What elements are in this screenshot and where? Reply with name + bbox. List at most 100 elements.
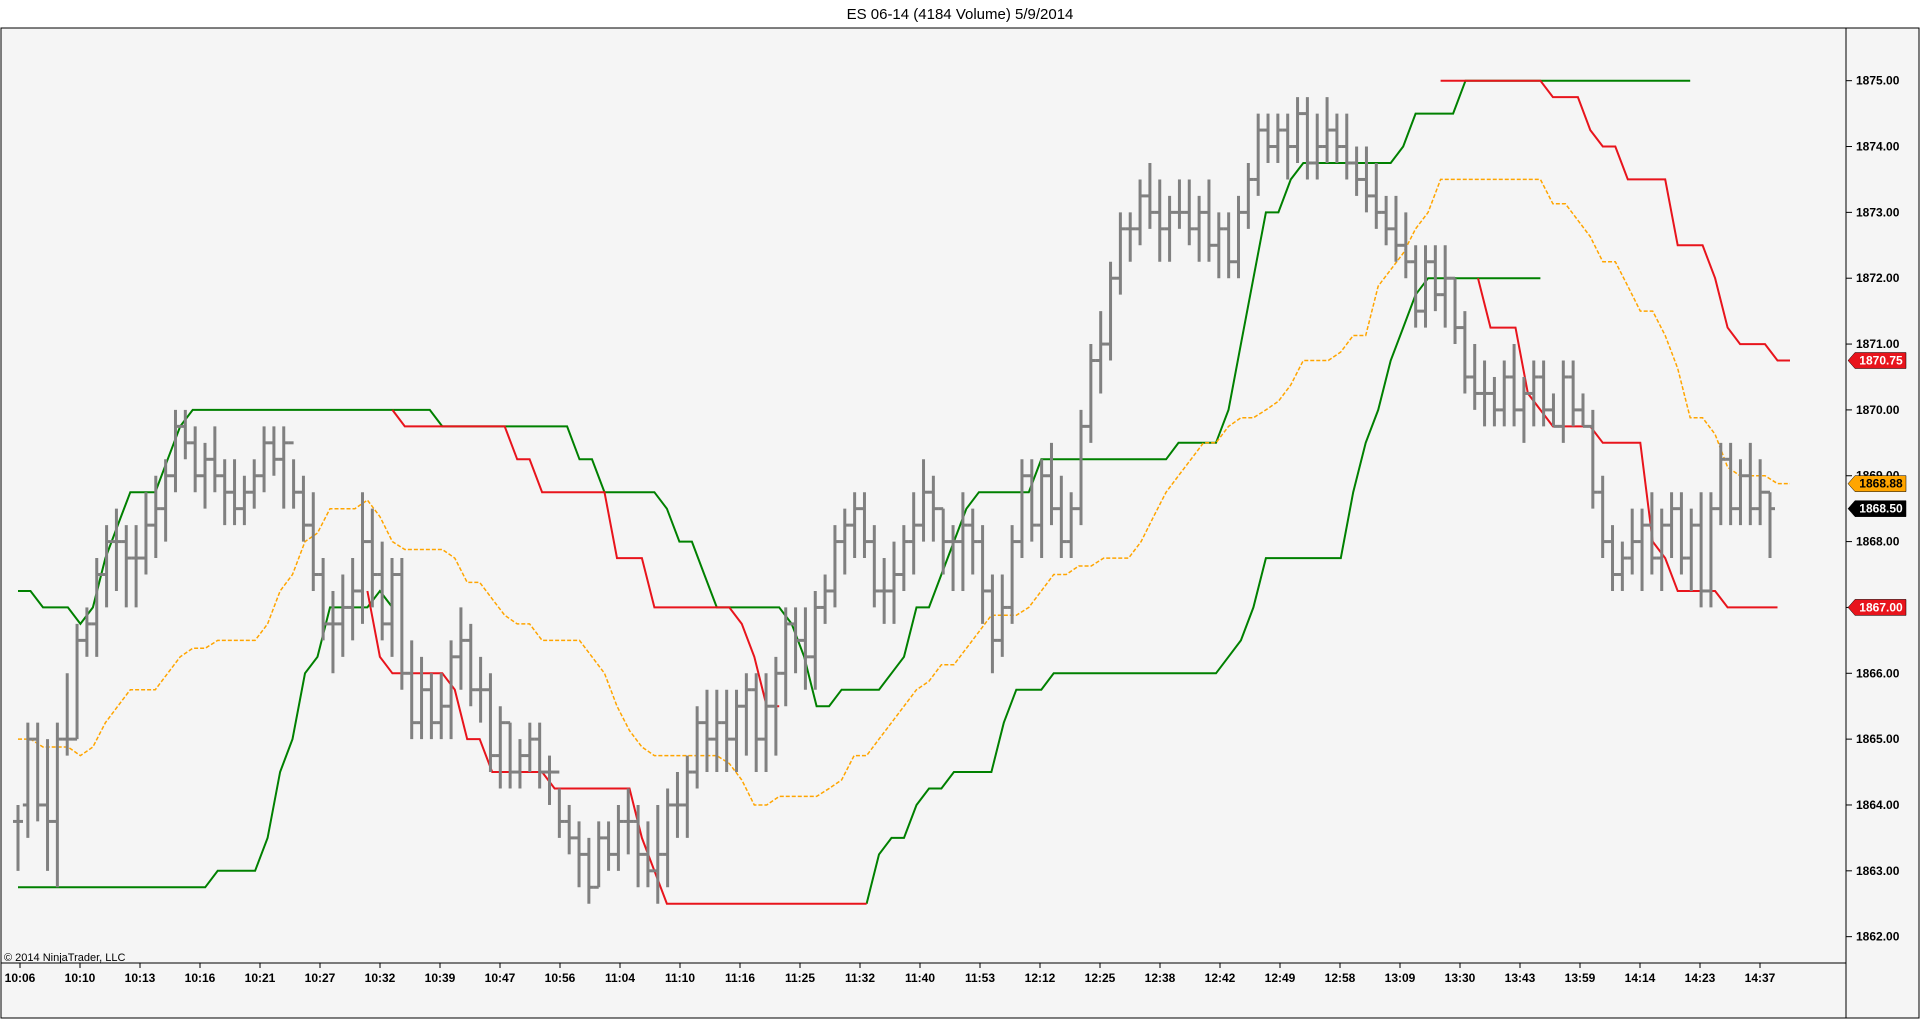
ohlc-bar [72, 623, 83, 741]
ohlc-bar [1666, 492, 1677, 559]
y-axis-area [1845, 27, 1920, 1019]
ohlc-bar [367, 508, 378, 608]
ohlc-bar [741, 673, 752, 756]
ohlc-bar [1263, 113, 1274, 163]
ohlc-bar [1223, 212, 1234, 279]
ohlc-bar [1312, 113, 1323, 180]
ohlc-bar [62, 673, 73, 756]
upper-line [18, 79, 1691, 708]
ohlc-bar [1036, 459, 1047, 559]
ohlc-bar [1272, 113, 1283, 163]
ohlc-bar [446, 640, 457, 740]
ohlc-bar [574, 821, 585, 888]
ohlc-bar [1194, 195, 1205, 262]
ohlc-bar [672, 772, 683, 838]
ohlc-bar [406, 640, 417, 740]
ohlc-bar [1528, 360, 1539, 427]
ohlc-bar [190, 426, 201, 493]
ohlc-bar [652, 804, 663, 904]
y-tick-label: 1864.00 [1856, 798, 1900, 812]
ohlc-bar [1095, 311, 1106, 394]
ohlc-bar [544, 755, 555, 805]
badge-shape [1847, 500, 1907, 517]
ohlc-bar [259, 426, 270, 493]
ohlc-bar [1755, 459, 1766, 526]
ohlc-bar [1056, 475, 1067, 559]
ohlc-bar [898, 525, 909, 591]
ohlc-bar [1587, 409, 1598, 509]
upper2-line [18, 589, 394, 889]
y-tick-label: 1863.00 [1856, 864, 1900, 878]
ohlc-bar [583, 837, 594, 904]
ohlc-bar [229, 459, 240, 526]
ohlc-bar [1253, 113, 1264, 196]
ohlc-bar [396, 558, 407, 690]
ohlc-bar [81, 607, 92, 657]
ohlc-bar [1282, 113, 1293, 180]
ohlc-bar [327, 590, 338, 674]
x-tick-label: 11:25 [785, 971, 815, 985]
x-tick-label: 10:10 [65, 971, 96, 985]
ohlc-bar [1410, 245, 1421, 328]
ohlc-bar [1046, 442, 1057, 526]
ohlc-bar [1568, 360, 1579, 427]
upper3-line [865, 277, 1541, 904]
x-tick-label: 12:38 [1145, 971, 1176, 985]
ohlc-bar [1450, 276, 1461, 345]
badge-shape [1847, 352, 1907, 369]
ohlc-bar [180, 409, 191, 460]
badge-label: 1868.88 [1859, 477, 1903, 491]
ohlc-bar [780, 607, 791, 707]
ohlc-bar [633, 804, 644, 888]
x-tick-label: 13:43 [1505, 971, 1536, 985]
ohlc-bar [1548, 393, 1559, 428]
ohlc-bar [1735, 459, 1746, 526]
ohlc-bar [839, 508, 850, 575]
ohlc-bar [603, 821, 614, 871]
ohlc-bar [22, 722, 33, 838]
y-tick-label: 1862.00 [1856, 930, 1900, 944]
ohlc-bar [1243, 162, 1254, 229]
ohlc-bar [1646, 492, 1657, 575]
ohlc-bar [347, 558, 358, 641]
ohlc-bar [1361, 146, 1372, 213]
ohlc-bar [1765, 490, 1775, 559]
ohlc-bar [514, 739, 525, 789]
x-tick-label: 10:32 [365, 971, 396, 985]
ohlc-bar [209, 426, 220, 493]
ohlc-bar [278, 426, 289, 509]
ohlc-bar [465, 623, 476, 707]
badge-label: 1867.00 [1859, 600, 1903, 614]
ohlc-bar [1509, 344, 1520, 427]
ohlc-bar [987, 574, 998, 674]
copyright-label: © 2014 NinjaTrader, LLC [4, 952, 125, 964]
x-tick-label: 11:04 [605, 971, 635, 985]
ohlc-bar [52, 722, 63, 888]
price-badge: 1870.75 [1847, 352, 1907, 369]
ohlc-bar [131, 525, 142, 608]
ohlc-bar [1351, 146, 1362, 196]
ohlc-bar [1331, 113, 1342, 163]
mid-line [18, 178, 1790, 806]
ohlc-bar [1725, 442, 1736, 526]
ohlc-bar [1499, 360, 1510, 427]
ohlc-bar [829, 525, 840, 608]
x-tick-label: 11:32 [845, 971, 875, 985]
ohlc-bar [1558, 360, 1569, 443]
ohlc-bar [160, 459, 171, 542]
ohlc-bar [475, 656, 486, 723]
ohlc-bar [977, 525, 988, 624]
ohlc-bar [731, 689, 742, 773]
x-tick-label: 12:42 [1205, 971, 1236, 985]
ohlc-bar [908, 492, 919, 575]
ohlc-bar [613, 804, 624, 871]
ohlc-bar [505, 721, 516, 789]
ohlc-bar [1381, 195, 1392, 246]
ohlc-bar [91, 558, 102, 657]
ohlc-bar [554, 770, 565, 838]
ohlc-bar [377, 541, 388, 641]
ohlc-bar [337, 574, 348, 657]
ohlc-bar [1371, 162, 1382, 229]
